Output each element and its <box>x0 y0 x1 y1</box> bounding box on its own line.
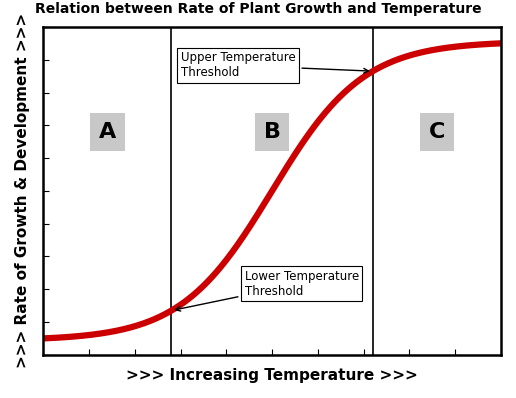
Text: A: A <box>99 122 116 142</box>
Text: Lower Temperature
Threshold: Lower Temperature Threshold <box>175 269 359 311</box>
Y-axis label: >>> Rate of Growth & Development >>>: >>> Rate of Growth & Development >>> <box>15 13 30 369</box>
Text: Relation between Rate of Plant Growth and Temperature: Relation between Rate of Plant Growth an… <box>35 2 481 16</box>
Text: Upper Temperature
Threshold: Upper Temperature Threshold <box>181 51 368 79</box>
Text: B: B <box>264 122 281 142</box>
Text: C: C <box>429 122 445 142</box>
X-axis label: >>> Increasing Temperature >>>: >>> Increasing Temperature >>> <box>126 368 418 383</box>
